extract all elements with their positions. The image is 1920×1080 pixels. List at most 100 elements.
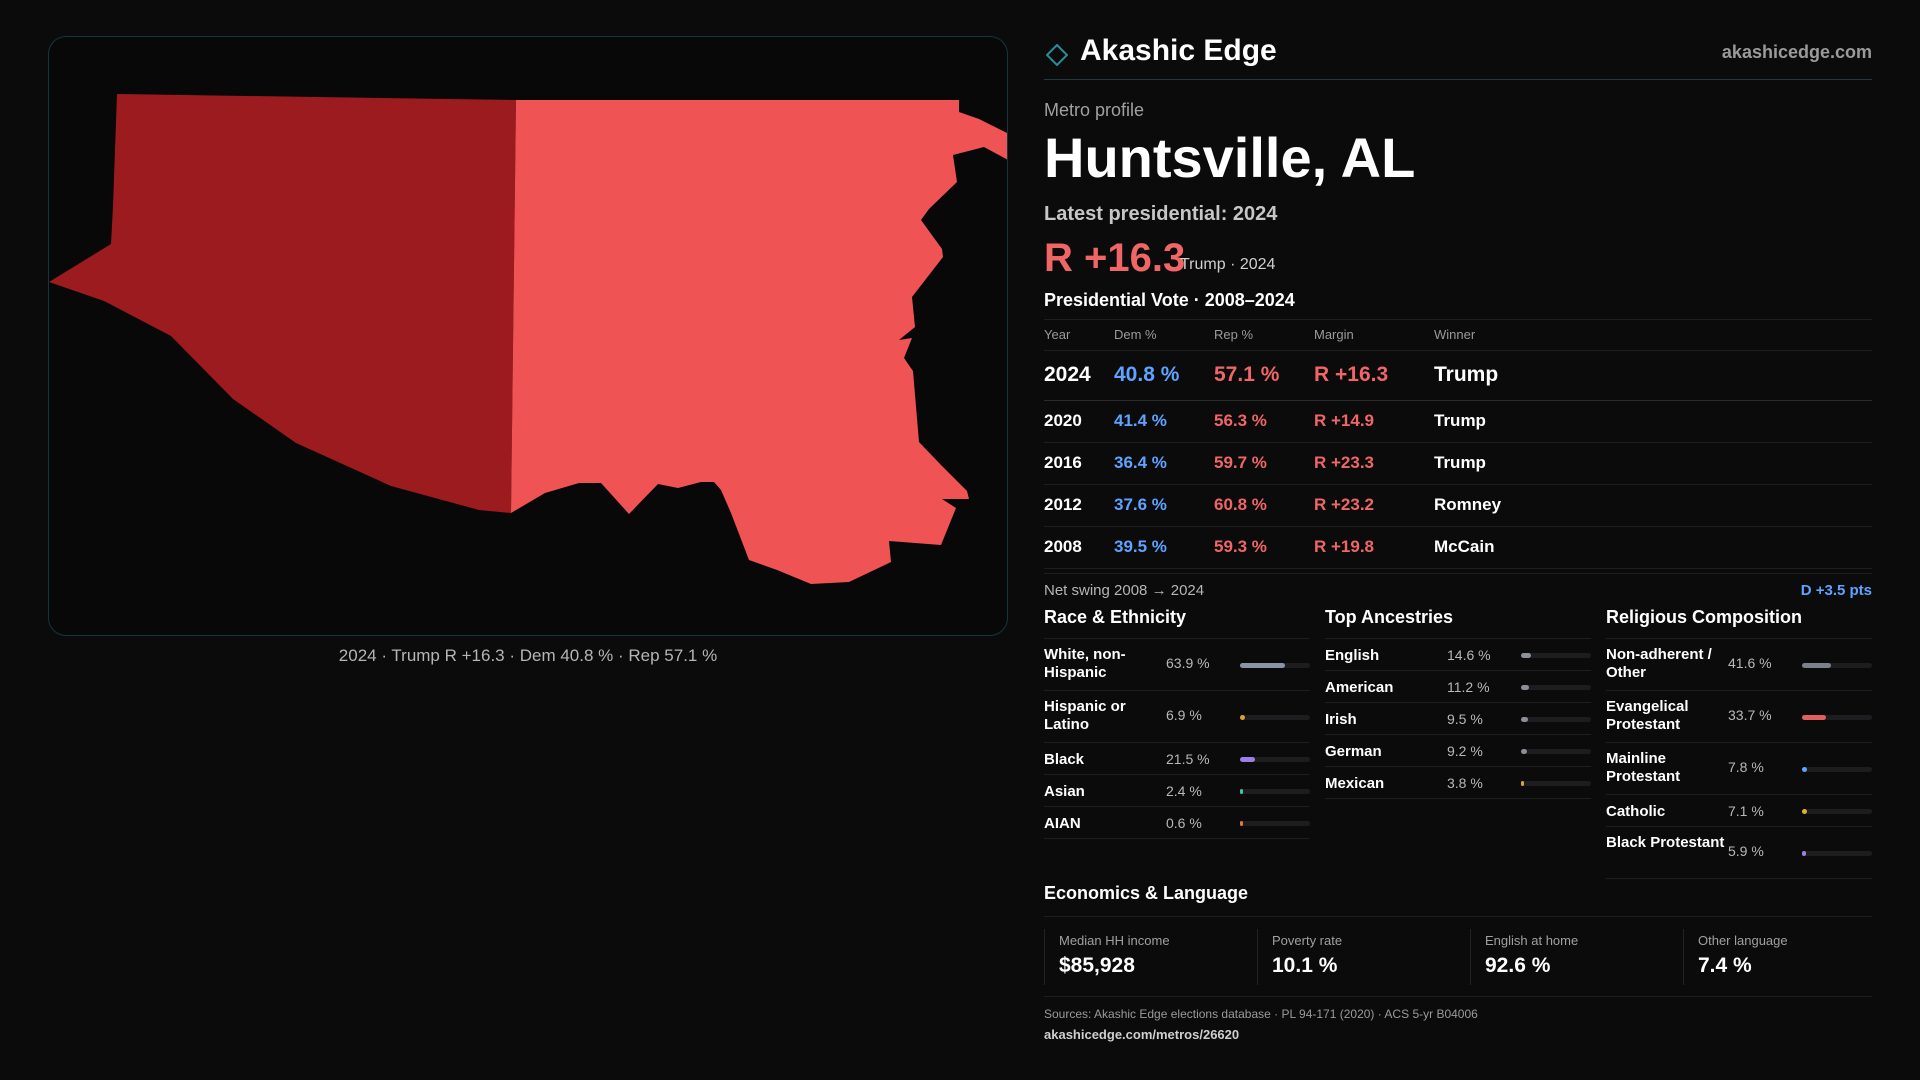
stat-row: Black 21.5 % (1044, 743, 1310, 775)
header-rep: Rep % (1214, 320, 1314, 351)
latest-margin: R +16.3 (1044, 236, 1186, 280)
stat-value: 2.4 % (1166, 782, 1202, 799)
cell-year: 2012 (1044, 484, 1114, 527)
header-dem: Dem % (1114, 320, 1214, 351)
cell-rep: 60.8 % (1214, 484, 1314, 527)
econ-value: 10.1 % (1272, 953, 1338, 977)
stat-label: Irish (1325, 710, 1357, 728)
stat-bar-track (1802, 808, 1872, 814)
latest-result: R +16.3 Trump · 2024 (1044, 236, 1872, 280)
stat-label: Evangelical Protestant (1606, 697, 1689, 733)
cell-rep: 57.1 % (1214, 350, 1314, 401)
stat-label: Mexican (1325, 774, 1385, 792)
brand-url[interactable]: akashicedge.com (1721, 42, 1872, 62)
econ-value: $85,928 (1059, 953, 1135, 977)
stat-bar-fill (1521, 748, 1528, 754)
stat-bar-fill (1521, 652, 1532, 658)
stat-value: 33.7 % (1728, 706, 1772, 723)
stat-row: Hispanic or Latino 6.9 % (1044, 691, 1310, 743)
economics-row: Median HH income $85,928 Poverty rate 10… (1044, 917, 1872, 997)
stat-value: 3.8 % (1447, 774, 1483, 791)
stat-row: English 14.6 % (1325, 639, 1591, 671)
stat-label: Black (1044, 750, 1085, 768)
stat-value: 5.9 % (1728, 842, 1764, 859)
stat-label: Mainline Protestant (1606, 749, 1681, 785)
county-east[interactable] (511, 100, 1008, 584)
stat-bar-track (1521, 780, 1591, 786)
stat-value: 14.6 % (1447, 646, 1491, 663)
stat-value: 9.5 % (1447, 710, 1483, 727)
stat-bar-fill (1521, 780, 1524, 786)
stat-bar-fill (1240, 662, 1285, 668)
stat-bar-track (1521, 748, 1591, 754)
stat-bar-track (1240, 788, 1310, 794)
source-link[interactable]: akashicedge.com/metros/26620 (1044, 1026, 1240, 1042)
stat-bar-fill (1802, 766, 1808, 772)
stat-row: White, non-Hispanic 63.9 % (1044, 639, 1310, 691)
stat-label: American (1325, 678, 1394, 696)
stat-value: 11.2 % (1447, 678, 1490, 695)
religion-section: Religious Composition Non-adherent / Oth… (1606, 607, 1872, 879)
profile-panel: Akashic Edge akashicedge.com Metro profi… (1044, 30, 1872, 1042)
stat-bar-track (1802, 766, 1872, 772)
stat-bar-track (1521, 716, 1591, 722)
stat-bar-fill (1802, 662, 1832, 668)
cell-rep: 56.3 % (1214, 400, 1314, 443)
stat-bar-track (1240, 714, 1310, 720)
demographics: Race & Ethnicity White, non-Hispanic 63.9… (1044, 607, 1872, 879)
stat-bar-fill (1240, 788, 1243, 794)
brand-name: Akashic Edge (1080, 34, 1277, 67)
cell-winner: Romney (1434, 484, 1872, 527)
cell-winner: Trump (1434, 442, 1872, 485)
cell-dem: 37.6 % (1114, 484, 1214, 527)
stat-label: Asian (1044, 782, 1085, 800)
econ-label: Median HH income (1059, 932, 1170, 948)
stat-label: Hispanic or Latino (1044, 697, 1126, 733)
stat-value: 41.6 % (1728, 654, 1772, 671)
cell-dem: 36.4 % (1114, 442, 1214, 485)
vote-table-header: Year Dem % Rep % Margin Winner (1044, 320, 1872, 351)
economics-title: Economics & Language (1044, 883, 1872, 917)
map-caption: 2024 · Trump R +16.3 · Dem 40.8 % · Rep … (338, 646, 718, 665)
table-row: 2020 41.4 % 56.3 % R +14.9 Trump (1044, 400, 1872, 443)
stat-row: Irish 9.5 % (1325, 703, 1591, 735)
swing-value: D +3.5 pts (1800, 581, 1872, 599)
stat-row: Catholic 7.1 % (1606, 795, 1872, 827)
county-map (49, 94, 1008, 584)
stat-bar-fill (1240, 756, 1256, 762)
brand-header: Akashic Edge akashicedge.com (1044, 30, 1872, 80)
cell-margin: R +14.9 (1314, 400, 1434, 443)
table-row: 2008 39.5 % 59.3 % R +19.8 McCain (1044, 526, 1872, 569)
diamond-logo-icon (1046, 44, 1068, 66)
stat-row: Non-adherent / Other 41.6 % (1606, 639, 1872, 691)
cell-year: 2024 (1044, 350, 1114, 401)
econ-english-home: English at home 92.6 % (1470, 928, 1675, 985)
section-title: Religious Composition (1606, 607, 1872, 639)
county-west[interactable] (49, 94, 516, 513)
stat-row: Evangelical Protestant 33.7 % (1606, 691, 1872, 743)
stat-bar-fill (1802, 850, 1807, 856)
race-ethnicity-section: Race & Ethnicity White, non-Hispanic 63.9… (1044, 607, 1310, 839)
cell-rep: 59.7 % (1214, 442, 1314, 485)
stat-row: AIAN 0.6 % (1044, 807, 1310, 839)
stat-value: 63.9 % (1166, 654, 1210, 671)
cell-rep: 59.3 % (1214, 526, 1314, 569)
section-title: Top Ancestries (1325, 607, 1591, 639)
vote-table-title: Presidential Vote · 2008–2024 (1044, 290, 1872, 320)
cell-dem: 40.8 % (1114, 350, 1214, 401)
stat-bar-track (1802, 714, 1872, 720)
stat-bar-track (1521, 652, 1591, 658)
cell-margin: R +16.3 (1314, 350, 1434, 401)
stat-bar-fill (1521, 684, 1529, 690)
econ-label: Other language (1698, 932, 1788, 948)
stat-value: 0.6 % (1166, 814, 1202, 831)
stat-label: AIAN (1044, 814, 1081, 832)
latest-sub: Trump · 2024 (1180, 256, 1276, 273)
stat-bar-track (1521, 684, 1591, 690)
stat-bar-fill (1240, 714, 1245, 720)
page-title: Huntsville, AL (1044, 126, 1416, 189)
header-year: Year (1044, 320, 1114, 351)
stat-label: Black Protestant (1606, 833, 1725, 851)
cell-dem: 41.4 % (1114, 400, 1214, 443)
